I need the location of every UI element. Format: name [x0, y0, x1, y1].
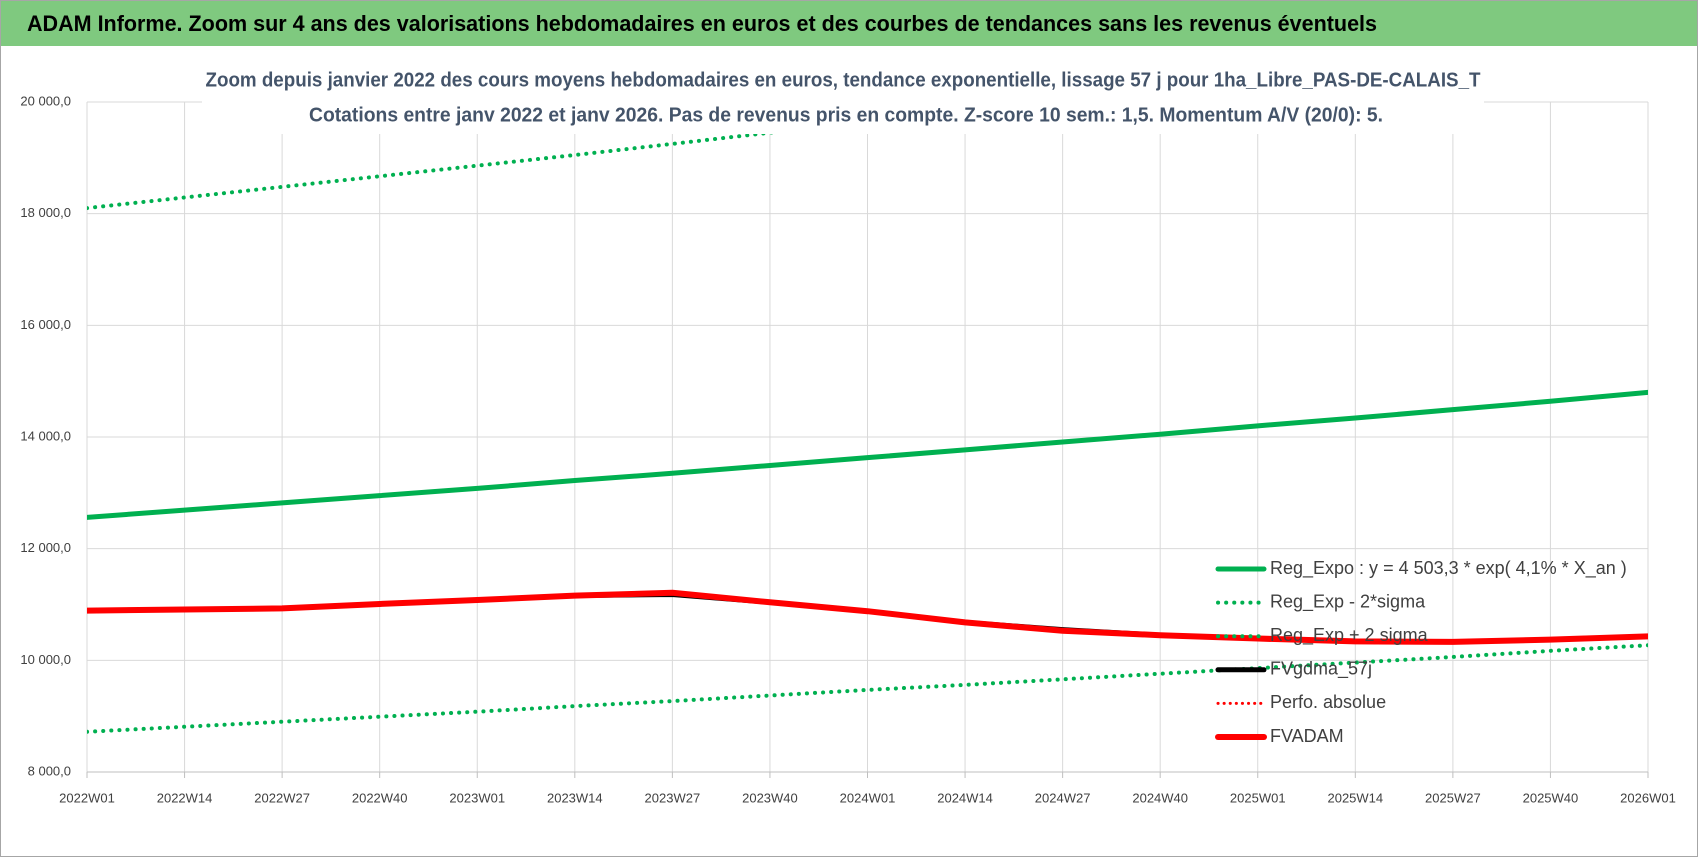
x-tick-label: 2023W40 [742, 790, 798, 805]
x-tick-label: 2023W14 [547, 790, 603, 805]
x-tick-label: 2025W27 [1425, 790, 1481, 805]
legend-label: Reg_Expo : y = 4 503,3 * exp( 4,1% * X_a… [1270, 558, 1627, 579]
title-background [202, 64, 1484, 134]
header-bar [1, 1, 1697, 46]
legend-label: Reg_Exp + 2 sigma [1270, 625, 1429, 646]
y-tick-label: 14 000,0 [20, 428, 71, 443]
y-tick-label: 10 000,0 [20, 652, 71, 667]
legend-label: Perfo. absolue [1270, 692, 1386, 712]
x-tick-label: 2022W01 [59, 790, 115, 805]
x-tick-label: 2023W27 [645, 790, 701, 805]
y-tick-label: 20 000,0 [20, 93, 71, 108]
series-line [87, 643, 1648, 734]
x-tick-label: 2023W01 [449, 790, 505, 805]
x-tick-label: 2024W01 [840, 790, 896, 805]
y-tick-label: 18 000,0 [20, 205, 71, 220]
x-tick-label: 2025W14 [1327, 790, 1383, 805]
chart-subtitle: Cotations entre janv 2022 et janv 2026. … [309, 104, 1383, 126]
x-tick-label: 2025W40 [1523, 790, 1579, 805]
series-line [87, 589, 1648, 645]
x-tick-label: 2022W27 [254, 790, 310, 805]
chart-title: Zoom depuis janvier 2022 des cours moyen… [206, 69, 1481, 91]
x-tick-label: 2026W01 [1620, 790, 1676, 805]
x-tick-label: 2022W14 [157, 790, 213, 805]
x-tick-label: 2025W01 [1230, 790, 1286, 805]
x-tick-label: 2024W27 [1035, 790, 1091, 805]
legend-label: FVgdma_57j [1270, 659, 1372, 680]
series-line [87, 389, 1648, 520]
y-tick-label: 8 000,0 [28, 763, 71, 778]
y-tick-label: 16 000,0 [20, 317, 71, 332]
legend-label: Reg_Exp - 2*sigma [1270, 591, 1426, 612]
x-tick-label: 2024W14 [937, 790, 993, 805]
y-tick-label: 12 000,0 [20, 540, 71, 555]
x-tick-label: 2024W40 [1132, 790, 1188, 805]
x-tick-label: 2022W40 [352, 790, 408, 805]
legend-label: FVADAM [1270, 726, 1344, 746]
header-title: ADAM Informe. Zoom sur 4 ans des valoris… [27, 11, 1377, 36]
